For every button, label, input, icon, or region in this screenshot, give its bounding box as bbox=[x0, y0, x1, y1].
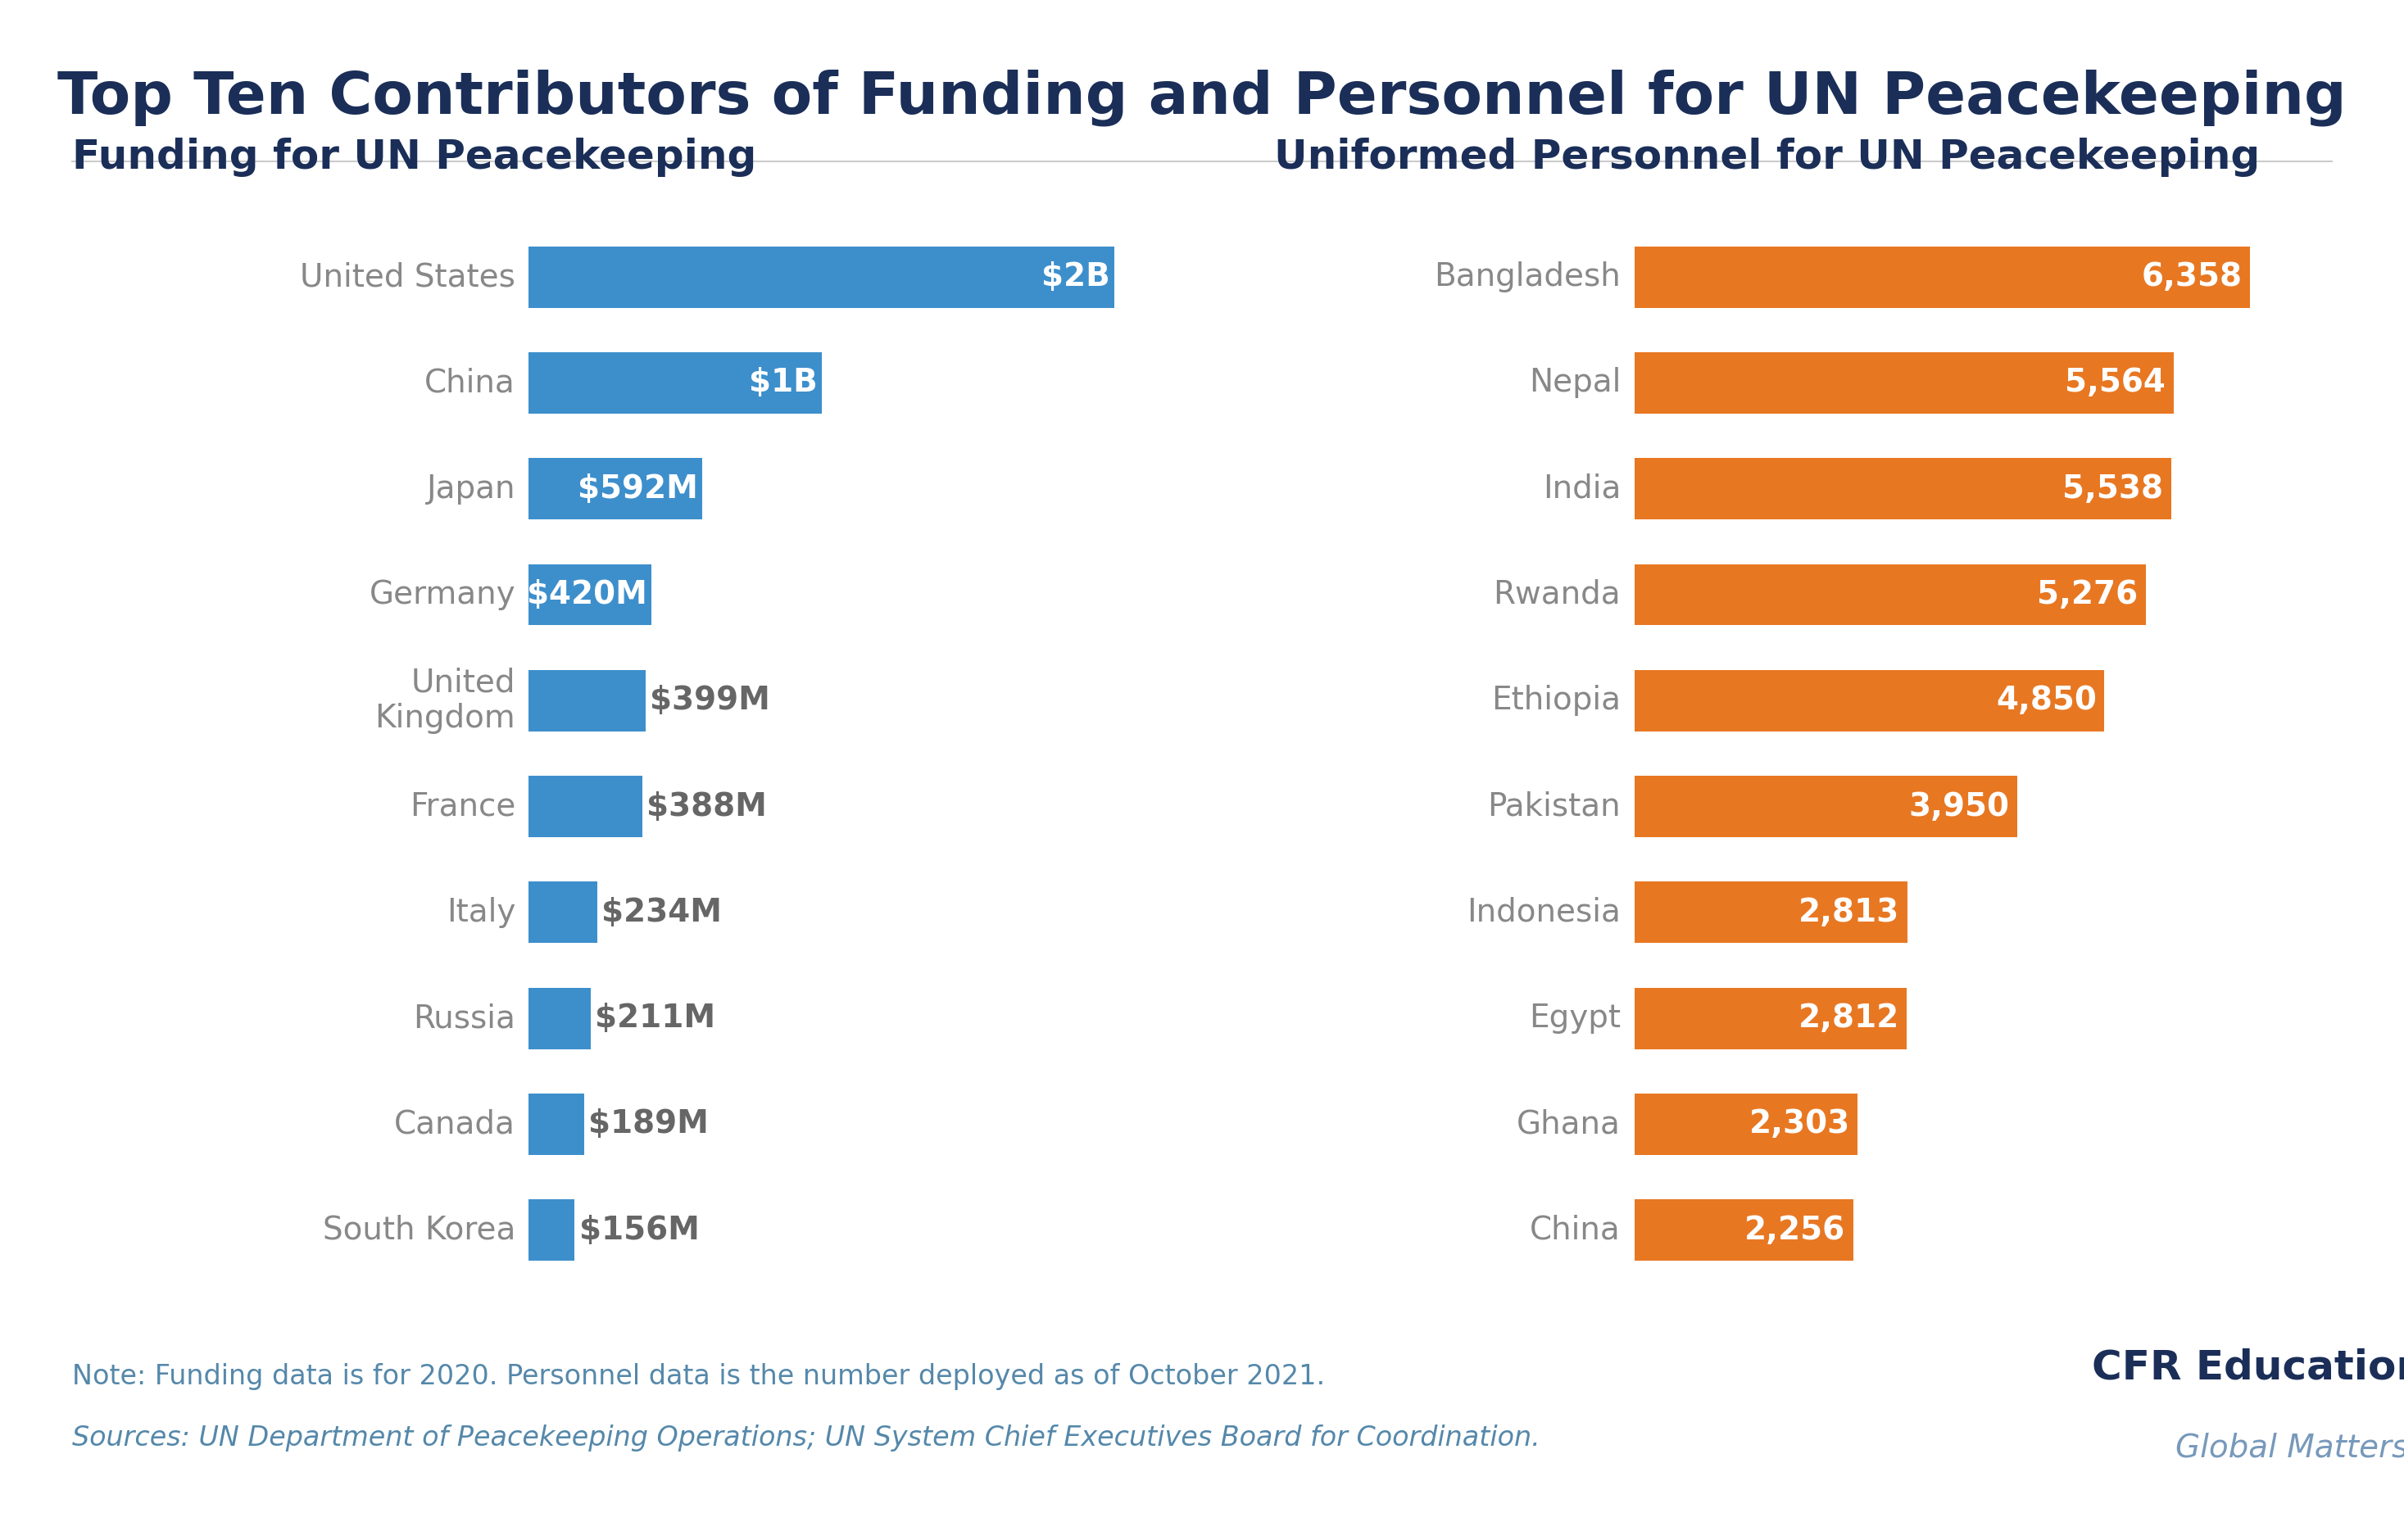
Text: $1B: $1B bbox=[748, 368, 817, 399]
Text: United
Kingdom: United Kingdom bbox=[375, 667, 514, 735]
Bar bbox=[529, 670, 647, 731]
Text: 2,813: 2,813 bbox=[1798, 896, 1899, 929]
Text: 4,850: 4,850 bbox=[1995, 685, 2096, 716]
Text: Indonesia: Indonesia bbox=[1466, 896, 1620, 929]
Text: Russia: Russia bbox=[413, 1003, 514, 1033]
Text: Bangladesh: Bangladesh bbox=[1435, 262, 1620, 293]
Text: 3,950: 3,950 bbox=[1909, 792, 2010, 822]
Text: Top Ten Contributors of Funding and Personnel for UN Peacekeeping: Top Ten Contributors of Funding and Pers… bbox=[58, 69, 2346, 126]
Bar bbox=[529, 246, 1113, 308]
Text: $234M: $234M bbox=[601, 896, 721, 929]
Bar bbox=[1635, 882, 1906, 942]
Bar bbox=[1635, 1200, 1853, 1261]
Bar bbox=[529, 776, 642, 838]
Text: United States: United States bbox=[300, 262, 514, 293]
Text: $399M: $399M bbox=[649, 685, 769, 716]
Bar bbox=[1635, 987, 1906, 1049]
Text: $156M: $156M bbox=[579, 1215, 700, 1246]
Text: $211M: $211M bbox=[596, 1003, 716, 1033]
Bar bbox=[1635, 776, 2017, 838]
Text: CFR Education: CFR Education bbox=[2091, 1348, 2404, 1388]
Bar bbox=[529, 564, 651, 625]
Text: India: India bbox=[1543, 473, 1620, 505]
Text: Italy: Italy bbox=[447, 896, 514, 929]
Text: $388M: $388M bbox=[647, 792, 767, 822]
Bar bbox=[529, 457, 702, 519]
Text: 5,564: 5,564 bbox=[2065, 368, 2166, 399]
Text: 6,358: 6,358 bbox=[2142, 262, 2243, 293]
Text: 5,276: 5,276 bbox=[2036, 579, 2137, 610]
Bar bbox=[1635, 1093, 1858, 1155]
Text: Ghana: Ghana bbox=[1517, 1109, 1620, 1140]
Bar bbox=[529, 1093, 584, 1155]
Text: Egypt: Egypt bbox=[1529, 1003, 1620, 1033]
Bar bbox=[1635, 457, 2171, 519]
Text: 2,812: 2,812 bbox=[1798, 1003, 1899, 1033]
Bar bbox=[529, 987, 591, 1049]
Text: 5,538: 5,538 bbox=[2063, 473, 2164, 505]
Text: South Korea: South Korea bbox=[322, 1215, 514, 1246]
Text: Funding for UN Peacekeeping: Funding for UN Peacekeeping bbox=[72, 137, 757, 177]
Bar bbox=[529, 1200, 575, 1261]
Text: Pakistan: Pakistan bbox=[1488, 792, 1620, 822]
Text: Global Matters: Global Matters bbox=[2176, 1432, 2404, 1463]
Bar bbox=[1635, 564, 2147, 625]
Text: Rwanda: Rwanda bbox=[1493, 579, 1620, 610]
Text: 2,303: 2,303 bbox=[1750, 1109, 1851, 1140]
Text: 2,256: 2,256 bbox=[1745, 1215, 1846, 1246]
Text: $420M: $420M bbox=[526, 579, 647, 610]
Text: France: France bbox=[409, 792, 514, 822]
Text: Germany: Germany bbox=[370, 579, 514, 610]
Text: China: China bbox=[426, 368, 514, 399]
Text: Canada: Canada bbox=[394, 1109, 514, 1140]
Text: $592M: $592M bbox=[577, 473, 697, 505]
Text: Ethiopia: Ethiopia bbox=[1490, 685, 1620, 716]
Bar bbox=[529, 353, 822, 414]
Text: $2B: $2B bbox=[1041, 262, 1111, 293]
Text: Uniformed Personnel for UN Peacekeeping: Uniformed Personnel for UN Peacekeeping bbox=[1274, 137, 2260, 177]
Bar bbox=[1635, 353, 2173, 414]
Text: $189M: $189M bbox=[589, 1109, 709, 1140]
Text: China: China bbox=[1529, 1215, 1620, 1246]
Text: Japan: Japan bbox=[426, 473, 514, 505]
Text: Nepal: Nepal bbox=[1529, 368, 1620, 399]
Bar bbox=[529, 882, 596, 942]
Text: Note: Funding data is for 2020. Personnel data is the number deployed as of Octo: Note: Funding data is for 2020. Personne… bbox=[72, 1363, 1325, 1391]
Text: Sources: UN Department of Peacekeeping Operations; UN System Chief Executives Bo: Sources: UN Department of Peacekeeping O… bbox=[72, 1424, 1541, 1452]
Bar bbox=[1635, 670, 2104, 731]
Bar bbox=[1635, 246, 2250, 308]
